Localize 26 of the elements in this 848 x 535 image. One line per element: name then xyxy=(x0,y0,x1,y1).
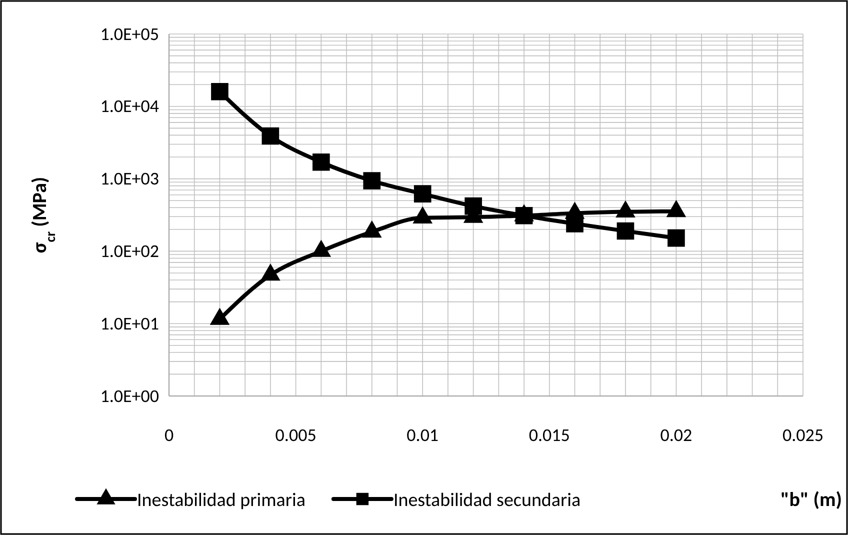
x-tick-label: 0.01 xyxy=(406,424,439,446)
x-axis-title: "b" (m) xyxy=(780,488,842,512)
x-tick-label: 0.025 xyxy=(782,424,824,446)
y-tick-label: 1.0E+03 xyxy=(100,168,159,190)
point xyxy=(414,185,432,202)
point xyxy=(211,82,228,100)
point xyxy=(464,197,482,215)
point xyxy=(262,127,280,145)
y-tick-label: 1.0E+00 xyxy=(100,384,159,407)
y-tick-label: 1.0E+02 xyxy=(100,240,159,262)
x-tick-label: 0 xyxy=(164,424,174,446)
y-tick-label: 1.0E+01 xyxy=(100,312,159,334)
point xyxy=(363,172,381,190)
y-tick-label: 1.0E+05 xyxy=(100,22,159,45)
point xyxy=(260,264,280,281)
point xyxy=(210,308,230,325)
legend-label: Inestabilidad secundaria xyxy=(393,489,581,512)
x-tick-label: 0.005 xyxy=(275,424,316,446)
x-tick-label: 0.02 xyxy=(660,424,692,446)
point xyxy=(362,220,382,238)
x-tick-label: 0.015 xyxy=(528,424,570,446)
point xyxy=(616,200,636,218)
point xyxy=(312,153,330,171)
y-tick-label: 1.0E+04 xyxy=(100,95,159,118)
point xyxy=(311,240,332,257)
legend-label: Inestabilidad primaria xyxy=(137,489,306,512)
